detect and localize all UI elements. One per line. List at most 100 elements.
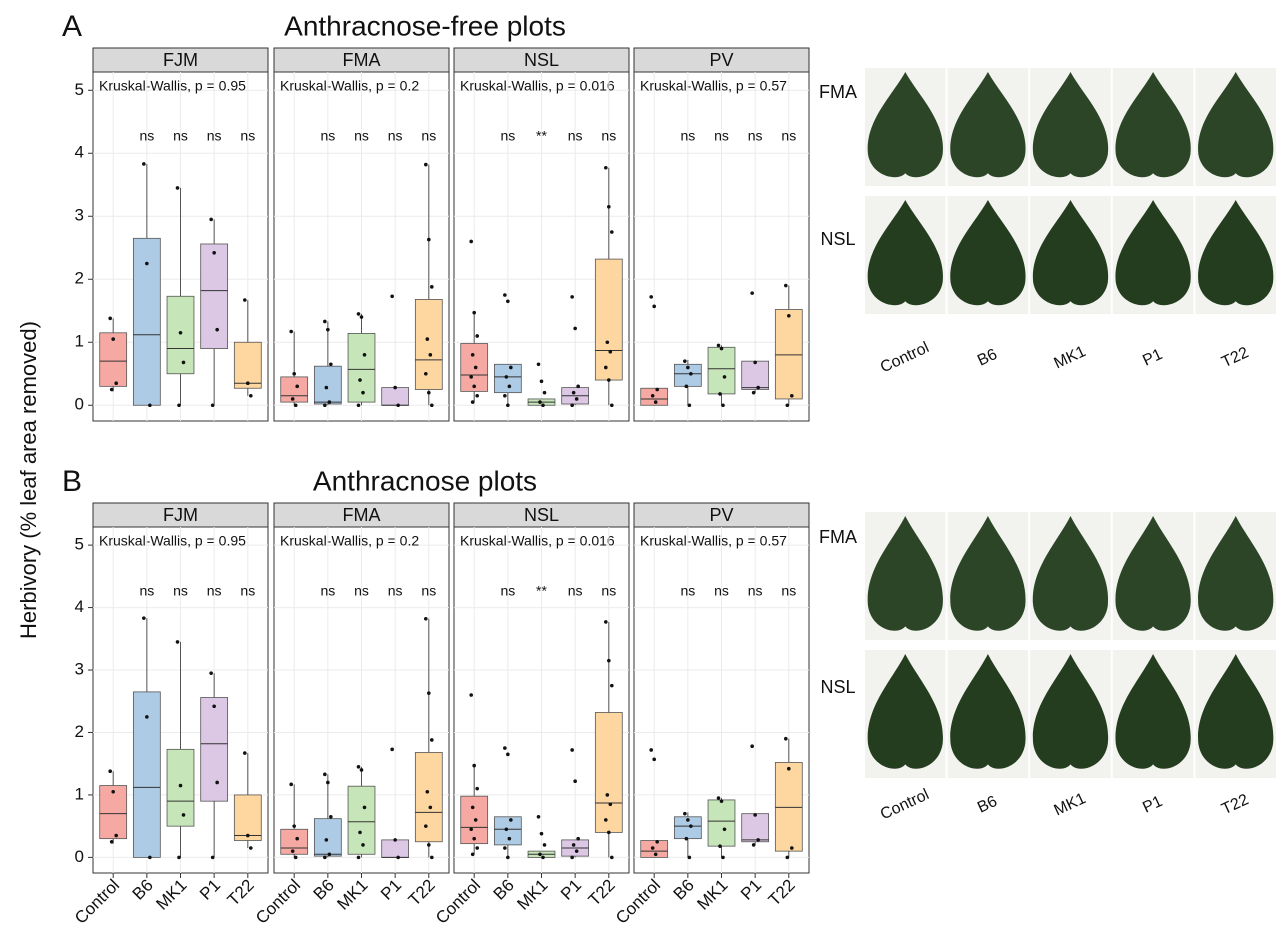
data-point: [396, 856, 400, 860]
photo-column-label: MK1: [1052, 343, 1089, 372]
test-annotation: Kruskal-Wallis, p = 0.95: [99, 533, 246, 549]
data-point: [430, 738, 434, 742]
data-point: [509, 818, 513, 822]
data-point: [475, 394, 479, 398]
data-point: [396, 403, 400, 407]
y-tick-label: 3: [75, 660, 84, 679]
data-point: [329, 815, 333, 819]
data-point: [148, 403, 152, 407]
photo-column-label: MK1: [1052, 790, 1089, 819]
data-point: [472, 764, 476, 768]
box: [314, 366, 341, 404]
data-point: [537, 363, 541, 367]
significance: ns: [320, 583, 335, 599]
data-point: [246, 381, 250, 385]
x-tick-label: Control: [252, 876, 304, 928]
data-point: [720, 799, 724, 803]
y-tick-label: 4: [75, 143, 84, 162]
data-point: [357, 765, 361, 769]
y-tick-label: 1: [75, 332, 84, 351]
data-point: [575, 849, 579, 853]
data-point: [363, 806, 367, 810]
data-point: [182, 813, 186, 817]
panel-letter: A: [62, 10, 82, 43]
data-point: [756, 838, 760, 842]
data-point: [503, 394, 507, 398]
significance: ns: [388, 583, 403, 599]
data-point: [430, 856, 434, 860]
significance: ns: [601, 128, 616, 144]
y-tick-label: 0: [75, 395, 84, 414]
x-tick-label: P1: [557, 876, 585, 904]
data-point: [110, 388, 114, 392]
data-point: [506, 856, 510, 860]
data-point: [325, 386, 329, 390]
data-point: [323, 856, 327, 860]
data-point: [292, 372, 296, 376]
data-point: [721, 856, 725, 860]
figure: Herbivory (% leaf area removed) AAnthrac…: [0, 0, 1287, 934]
box: [595, 259, 622, 380]
significance: ns: [354, 128, 369, 144]
panel-title: Anthracnose-free plots: [284, 10, 566, 41]
box: [708, 800, 735, 846]
significance: ns: [748, 583, 763, 599]
data-point: [505, 827, 509, 831]
photo-column-label: B6: [975, 346, 1000, 370]
data-point: [176, 640, 180, 644]
box: [494, 817, 521, 845]
x-tick-label: MK1: [513, 876, 551, 914]
data-point: [607, 831, 611, 835]
significance: ns: [714, 583, 729, 599]
data-point: [472, 837, 476, 841]
photo-column-label: Control: [878, 786, 932, 823]
data-point: [475, 787, 479, 791]
significance: ns: [354, 583, 369, 599]
significance: ns: [240, 128, 255, 144]
data-point: [424, 163, 428, 167]
data-point: [717, 796, 721, 800]
data-point: [649, 748, 653, 752]
data-point: [607, 378, 611, 382]
data-point: [756, 386, 760, 390]
data-point: [291, 849, 295, 853]
data-point: [329, 363, 333, 367]
x-tick-label: T22: [585, 876, 619, 910]
box: [775, 309, 802, 398]
data-point: [787, 767, 791, 771]
data-point: [145, 715, 149, 719]
data-point: [503, 746, 507, 750]
data-point: [505, 375, 509, 379]
data-point: [326, 781, 330, 785]
data-point: [424, 617, 428, 621]
data-point: [604, 818, 608, 822]
data-point: [176, 186, 180, 190]
data-point: [323, 403, 327, 407]
data-point: [606, 793, 610, 797]
data-point: [750, 291, 754, 295]
data-point: [114, 381, 118, 385]
data-point: [685, 837, 689, 841]
photo-row-label: NSL: [820, 677, 855, 697]
test-annotation: Kruskal-Wallis, p = 0.95: [99, 78, 246, 94]
data-point: [689, 824, 693, 828]
significance: **: [536, 128, 547, 144]
significance: ns: [421, 583, 436, 599]
data-point: [325, 838, 329, 842]
data-point: [294, 403, 298, 407]
data-point: [177, 403, 181, 407]
data-point: [211, 856, 215, 860]
photo-row-label: FMA: [819, 527, 857, 547]
data-point: [427, 843, 431, 847]
data-point: [753, 361, 757, 365]
box: [494, 364, 521, 392]
test-annotation: Kruskal-Wallis, p = 0.57: [640, 533, 787, 549]
significance: ns: [207, 128, 222, 144]
data-point: [541, 403, 545, 407]
box: [201, 244, 228, 349]
data-point: [469, 827, 473, 831]
facet-label: NSL: [524, 505, 559, 525]
data-point: [114, 834, 118, 838]
y-tick-label: 5: [75, 80, 84, 99]
test-annotation: Kruskal-Wallis, p = 0.57: [640, 78, 787, 94]
